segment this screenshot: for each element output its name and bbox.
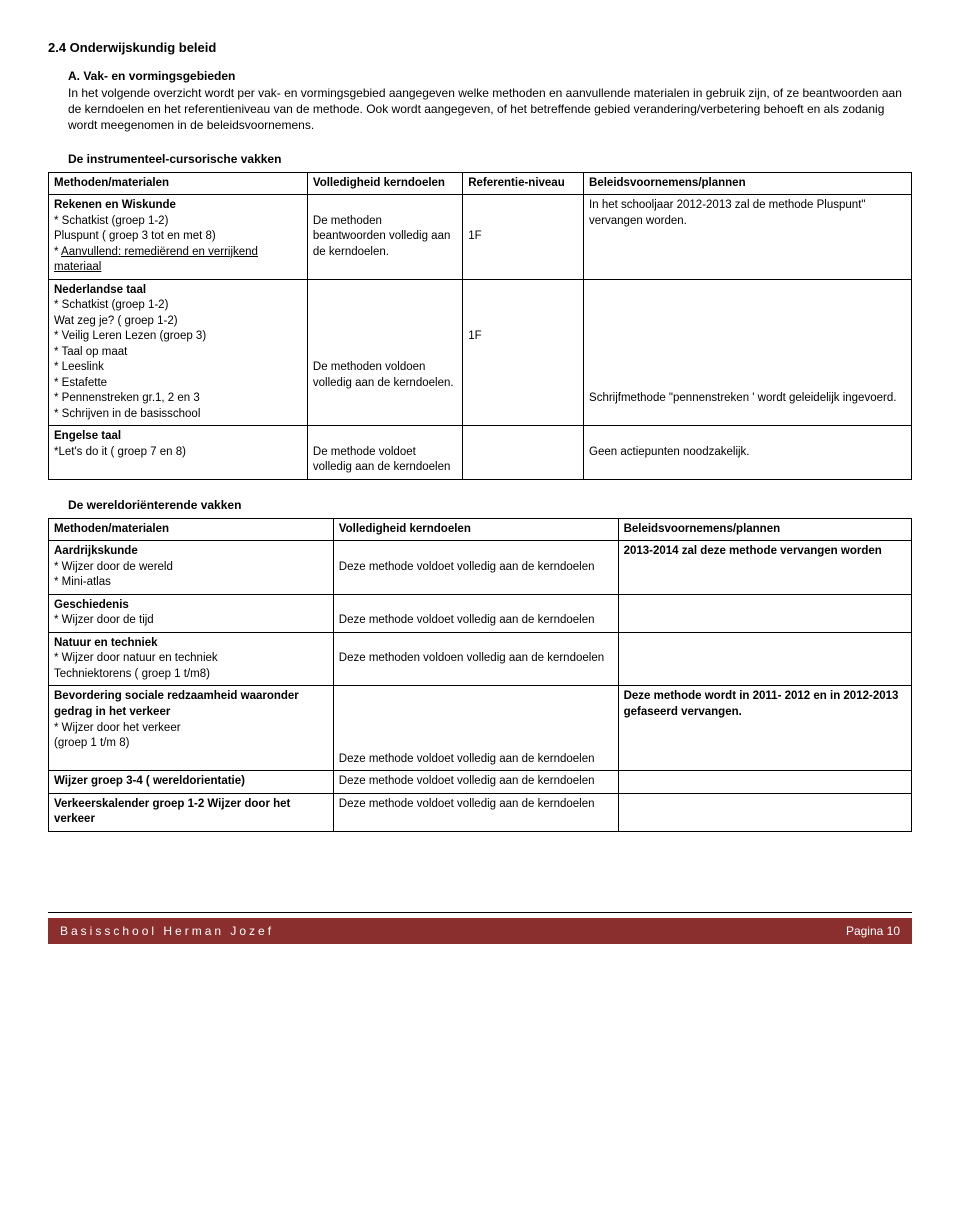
subject-title: Bevordering sociale redzaamheid waaronde… xyxy=(54,690,299,718)
list-item: Pluspunt ( groep 3 tot en met 8) xyxy=(54,230,216,242)
cell-methods: Verkeerskalender groep 1-2 Wijzer door h… xyxy=(49,793,334,831)
cell-beleid xyxy=(618,793,911,831)
cell-volledigheid: De methoden voldoen volledig aan de kern… xyxy=(307,279,462,426)
cell-methods: Nederlandse taal * Schatkist (groep 1-2)… xyxy=(49,279,308,426)
subject-title: Rekenen en Wiskunde xyxy=(54,199,176,211)
col-header: Methoden/materialen xyxy=(49,518,334,541)
list-item: *Let's do it ( groep 7 en 8) xyxy=(54,446,186,458)
section-title: 2.4 Onderwijskundig beleid xyxy=(48,40,912,55)
cell-refniveau: 1F xyxy=(463,279,584,426)
subject-title: Geschiedenis xyxy=(54,599,129,611)
list-item: Wat zeg je? ( groep 1-2) xyxy=(54,315,178,327)
table-header-row: Methoden/materialen Volledigheid kerndoe… xyxy=(49,518,912,541)
cell-volledigheid: Deze methode voldoet volledig aan de ker… xyxy=(333,793,618,831)
subject-title: Nederlandse taal xyxy=(54,284,146,296)
cell-volledigheid: Deze methode voldoet volledig aan de ker… xyxy=(333,541,618,595)
cell-methods: Engelse taal *Let's do it ( groep 7 en 8… xyxy=(49,426,308,480)
cell-volledigheid: De methode voldoet volledig aan de kernd… xyxy=(307,426,462,480)
list-item: * Estafette xyxy=(54,377,107,389)
list-item: * Pennenstreken gr.1, 2 en 3 xyxy=(54,392,200,404)
table-row: Natuur en techniek * Wijzer door natuur … xyxy=(49,632,912,686)
subsection-title: A. Vak- en vormingsgebieden xyxy=(68,69,912,83)
cell-methods: Wijzer groep 3-4 ( wereldorientatie) xyxy=(49,771,334,794)
table-wereldorienterende: Methoden/materialen Volledigheid kerndoe… xyxy=(48,518,912,832)
intro-text: In het volgende overzicht wordt per vak-… xyxy=(68,85,912,134)
footer-school-name: Basisschool Herman Jozef xyxy=(60,924,274,938)
col-header: Volledigheid kerndoelen xyxy=(333,518,618,541)
list-item: * Mini-atlas xyxy=(54,576,111,588)
footer-page-number: Pagina 10 xyxy=(836,924,900,938)
table2-heading: De wereldoriënterende vakken xyxy=(68,498,912,512)
table1-heading: De instrumenteel-cursorische vakken xyxy=(68,152,912,166)
list-item: * Taal op maat xyxy=(54,346,127,358)
list-item: * Wijzer door het verkeer xyxy=(54,722,181,734)
list-item: * Leeslink xyxy=(54,361,104,373)
col-header: Beleidsvoornemens/plannen xyxy=(584,172,912,195)
list-item: * Wijzer door de tijd xyxy=(54,614,154,626)
cell-beleid: In het schooljaar 2012-2013 zal de metho… xyxy=(584,195,912,280)
cell-volledigheid: Deze methode voldoet volledig aan de ker… xyxy=(333,594,618,632)
subject-title: Aardrijkskunde xyxy=(54,545,138,557)
cell-refniveau xyxy=(463,426,584,480)
cell-beleid: Schrijfmethode "pennenstreken ' wordt ge… xyxy=(584,279,912,426)
table-instrumenteel: Methoden/materialen Volledigheid kerndoe… xyxy=(48,172,912,480)
cell-volledigheid: Deze methode voldoet volledig aan de ker… xyxy=(333,771,618,794)
cell-beleid xyxy=(618,771,911,794)
cell-volledigheid: De methoden beantwoorden volledig aan de… xyxy=(307,195,462,280)
table-row: Bevordering sociale redzaamheid waaronde… xyxy=(49,686,912,771)
list-item: * xyxy=(54,246,61,258)
table-row: Nederlandse taal * Schatkist (groep 1-2)… xyxy=(49,279,912,426)
cell-methods: Aardrijkskunde * Wijzer door de wereld *… xyxy=(49,541,334,595)
col-header: Beleidsvoornemens/plannen xyxy=(618,518,911,541)
list-item: * Wijzer door natuur en techniek xyxy=(54,652,218,664)
table-row: Engelse taal *Let's do it ( groep 7 en 8… xyxy=(49,426,912,480)
table-header-row: Methoden/materialen Volledigheid kerndoe… xyxy=(49,172,912,195)
footer-bar: Basisschool Herman Jozef Pagina 10 xyxy=(48,918,912,944)
table-row: Geschiedenis * Wijzer door de tijd Deze … xyxy=(49,594,912,632)
cell-methods: Bevordering sociale redzaamheid waaronde… xyxy=(49,686,334,771)
list-item: * Schrijven in de basisschool xyxy=(54,408,200,420)
cell-methods: Rekenen en Wiskunde * Schatkist (groep 1… xyxy=(49,195,308,280)
cell-beleid: Deze methode wordt in 2011- 2012 en in 2… xyxy=(618,686,911,771)
list-item: * Schatkist (groep 1-2) xyxy=(54,215,168,227)
list-item: Techniektorens ( groep 1 t/m8) xyxy=(54,668,210,680)
list-item: (groep 1 t/m 8) xyxy=(54,737,129,749)
list-item: * Schatkist (groep 1-2) xyxy=(54,299,168,311)
cell-beleid xyxy=(618,594,911,632)
cell-volledigheid: Deze methoden voldoen volledig aan de ke… xyxy=(333,632,618,686)
list-item-underline: Aanvullend: remediërend en verrijkend ma… xyxy=(54,246,258,274)
cell-refniveau: 1F xyxy=(463,195,584,280)
cell-beleid: 2013-2014 zal deze methode vervangen wor… xyxy=(618,541,911,595)
table-row: Verkeerskalender groep 1-2 Wijzer door h… xyxy=(49,793,912,831)
cell-methods: Natuur en techniek * Wijzer door natuur … xyxy=(49,632,334,686)
subject-title: Engelse taal xyxy=(54,430,121,442)
table-row: Aardrijkskunde * Wijzer door de wereld *… xyxy=(49,541,912,595)
page-footer: Basisschool Herman Jozef Pagina 10 xyxy=(48,912,912,946)
cell-volledigheid: Deze methode voldoet volledig aan de ker… xyxy=(333,686,618,771)
cell-methods: Geschiedenis * Wijzer door de tijd xyxy=(49,594,334,632)
cell-beleid xyxy=(618,632,911,686)
cell-beleid: Geen actiepunten noodzakelijk. xyxy=(584,426,912,480)
col-header: Methoden/materialen xyxy=(49,172,308,195)
table-row: Rekenen en Wiskunde * Schatkist (groep 1… xyxy=(49,195,912,280)
list-item: * Wijzer door de wereld xyxy=(54,561,173,573)
table-row: Wijzer groep 3-4 ( wereldorientatie) Dez… xyxy=(49,771,912,794)
col-header: Referentie-niveau xyxy=(463,172,584,195)
list-item: * Veilig Leren Lezen (groep 3) xyxy=(54,330,206,342)
col-header: Volledigheid kerndoelen xyxy=(307,172,462,195)
subject-title: Natuur en techniek xyxy=(54,637,158,649)
